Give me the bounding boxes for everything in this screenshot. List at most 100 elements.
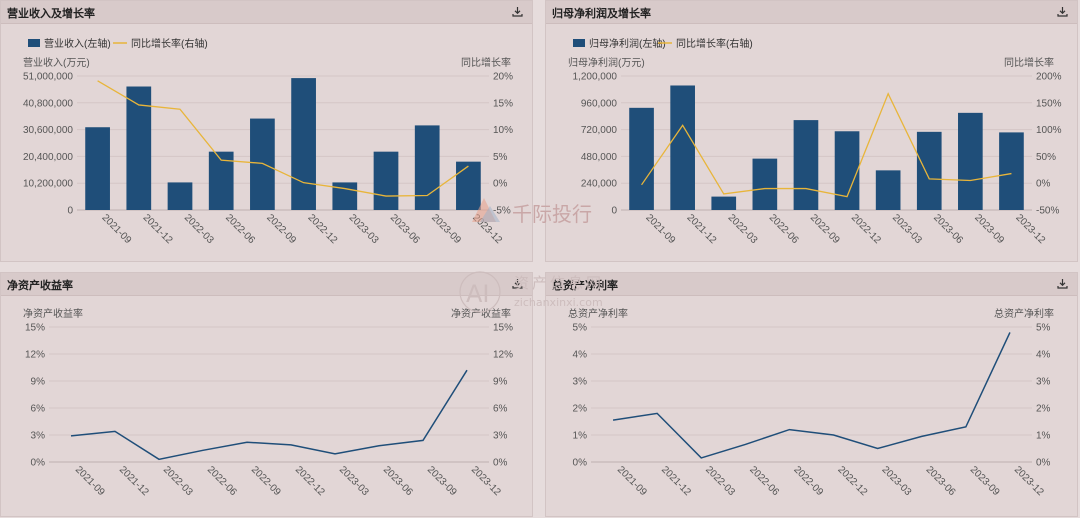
bar xyxy=(711,196,737,210)
x-tick-label: 2021-12 xyxy=(141,212,175,246)
x-tick-label: 2022-09 xyxy=(264,212,298,246)
left-tick-label: 720,000 xyxy=(581,125,618,136)
left-tick-label: 1,200,000 xyxy=(573,72,618,83)
left-tick-label: 0 xyxy=(611,206,617,217)
x-tick-label: 2022-06 xyxy=(767,212,801,246)
x-tick-label: 2023-12 xyxy=(1013,212,1047,246)
left-tick-label: 6% xyxy=(31,404,46,415)
left-tick-label: 2% xyxy=(573,404,588,415)
bar xyxy=(875,170,901,210)
legend: 营业收入(左轴) 同比增长率(右轴) xyxy=(28,37,208,50)
panel-header: 营业收入及增长率 xyxy=(1,1,532,24)
x-tick-label: 2022-09 xyxy=(808,212,842,246)
left-tick-label: 9% xyxy=(31,377,46,388)
right-tick-label: 5% xyxy=(1036,323,1051,334)
right-tick-label: 0% xyxy=(1036,179,1051,190)
x-tick-label: 2023-06 xyxy=(388,212,422,246)
right-tick-label: 0% xyxy=(1036,458,1051,469)
right-tick-label: 4% xyxy=(1036,350,1051,361)
x-tick-label: 2022-12 xyxy=(849,212,883,246)
right-tick-label: 20% xyxy=(493,72,513,83)
x-tick-label: 2023-06 xyxy=(931,212,965,246)
x-tick-label: 2023-09 xyxy=(972,212,1006,246)
bar xyxy=(793,120,819,210)
x-tick-label: 2023-09 xyxy=(425,464,459,498)
x-tick-label: 2023-09 xyxy=(968,464,1002,498)
bar xyxy=(629,107,654,210)
left-tick-label: 0 xyxy=(67,206,73,217)
left-tick-label: 30,600,000 xyxy=(23,125,73,136)
right-tick-label: 15% xyxy=(493,98,513,109)
x-tick-label: 2021-12 xyxy=(659,464,693,498)
panel-title: 总资产净利率 xyxy=(552,279,618,292)
left-tick-label: 0% xyxy=(573,458,588,469)
right-axis-title: 净资产收益率 xyxy=(451,307,511,320)
right-tick-label: 200% xyxy=(1036,72,1062,83)
left-axis-title: 总资产净利率 xyxy=(568,307,628,320)
x-tick-label: 2022-12 xyxy=(293,464,327,498)
x-tick-label: 2022-03 xyxy=(182,212,216,246)
bar xyxy=(85,127,110,210)
download-icon[interactable] xyxy=(512,6,523,17)
x-tick-label: 2022-06 xyxy=(205,464,239,498)
ratio-line xyxy=(612,332,1011,459)
x-tick-label: 2022-06 xyxy=(747,464,781,498)
panel-title: 归母净利润及增长率 xyxy=(552,7,651,20)
x-tick-label: 2023-03 xyxy=(347,212,381,246)
left-tick-label: 5% xyxy=(573,323,588,334)
x-tick-label: 2021-09 xyxy=(99,212,133,246)
x-tick-label: 2022-12 xyxy=(835,464,869,498)
legend-bar-label: 营业收入(左轴) xyxy=(44,37,111,50)
panel-header: 总资产净利率 xyxy=(546,273,1077,296)
bar xyxy=(291,78,316,210)
x-tick-label: 2022-06 xyxy=(223,212,257,246)
right-tick-label: 0% xyxy=(493,179,508,190)
panel-header: 净资产收益率 xyxy=(1,273,532,296)
legend: 归母净利润(左轴) 同比增长率(右轴) xyxy=(573,37,753,50)
bar xyxy=(752,158,778,210)
growth-rate-line xyxy=(97,80,469,197)
left-tick-label: 3% xyxy=(31,431,46,442)
right-tick-label: 2% xyxy=(1036,404,1051,415)
legend-bar-label: 归母净利润(左轴) xyxy=(589,37,666,50)
x-tick-label: 2021-09 xyxy=(615,464,649,498)
panel-header: 归母净利润及增长率 xyxy=(546,1,1077,24)
download-icon[interactable] xyxy=(512,278,523,289)
x-tick-label: 2022-03 xyxy=(703,464,737,498)
download-icon[interactable] xyxy=(1057,6,1068,17)
right-tick-label: 1% xyxy=(1036,431,1051,442)
x-tick-label: 2022-09 xyxy=(249,464,283,498)
right-tick-label: 3% xyxy=(1036,377,1051,388)
ratio-line xyxy=(70,369,468,461)
right-tick-label: 15% xyxy=(493,323,513,334)
bar xyxy=(373,151,399,210)
bar xyxy=(834,131,860,210)
left-tick-label: 0% xyxy=(31,458,46,469)
legend-line-label: 同比增长率(右轴) xyxy=(131,37,208,50)
x-tick-label: 2021-09 xyxy=(73,464,107,498)
x-tick-label: 2023-03 xyxy=(337,464,371,498)
x-tick-label: 2023-09 xyxy=(429,212,463,246)
legend-bar-swatch xyxy=(28,39,40,47)
growth-rate-line xyxy=(641,92,1012,198)
panel-title: 净资产收益率 xyxy=(7,279,73,292)
right-tick-label: 150% xyxy=(1036,98,1062,109)
x-tick-label: 2022-03 xyxy=(726,212,760,246)
bar xyxy=(250,118,275,210)
legend-line-label: 同比增长率(右轴) xyxy=(676,37,753,50)
x-tick-label: 2023-03 xyxy=(880,464,914,498)
right-tick-label: 100% xyxy=(1036,125,1062,136)
left-tick-label: 40,800,000 xyxy=(23,98,73,109)
download-icon[interactable] xyxy=(1057,278,1068,289)
revenue-panel: 营业收入及增长率 0 -5% 10,200,000 0% 20,400,000 5% 30,… xyxy=(0,0,533,262)
x-tick-label: 2022-09 xyxy=(791,464,825,498)
x-tick-label: 2023-06 xyxy=(924,464,958,498)
right-tick-label: 10% xyxy=(493,125,513,136)
left-axis-title: 营业收入(万元) xyxy=(23,56,90,69)
right-axis-title: 总资产净利率 xyxy=(994,307,1054,320)
bar xyxy=(456,161,481,210)
left-tick-label: 4% xyxy=(573,350,588,361)
x-tick-label: 2023-12 xyxy=(1012,464,1046,498)
left-tick-label: 480,000 xyxy=(581,152,618,163)
net-profit-panel: 归母净利润及增长率 0 -50% 240,000 0% 480,000 50% 720,00… xyxy=(545,0,1078,262)
